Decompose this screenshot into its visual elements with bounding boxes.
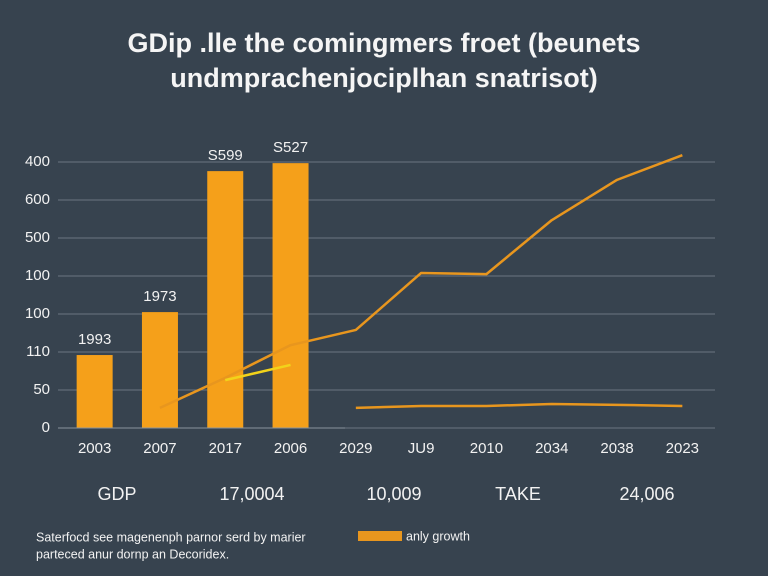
summary-text: GDP [97, 484, 136, 504]
bar [76, 355, 113, 428]
bar [141, 312, 178, 428]
summary-text: 17,0004 [219, 484, 284, 504]
x-tick-label: JU9 [408, 440, 435, 457]
y-tick-label: 110 [26, 343, 50, 360]
y-tick-label: 100 [25, 267, 50, 284]
x-tick-label: 2029 [339, 440, 372, 457]
legend-label: anly growth [406, 529, 470, 543]
x-tick-label: 2003 [78, 440, 111, 457]
x-tick-label: 2017 [209, 440, 242, 457]
y-tick-label: 50 [33, 381, 50, 398]
y-tick-label: 0 [42, 419, 50, 436]
summary-text: 10,009 [366, 484, 421, 504]
line [159, 153, 683, 409]
footnote: parteced anur dornp an Decoridex. [36, 547, 229, 561]
x-tick-label: 2010 [470, 440, 503, 457]
bar [272, 163, 309, 428]
footnote: Saterfocd see magenenph parnor serd by m… [36, 530, 306, 544]
bar-label: 1993 [78, 331, 111, 348]
bar [207, 171, 244, 428]
x-tick-label: 2006 [274, 440, 307, 457]
bar-label: 1973 [143, 288, 176, 305]
line [355, 402, 683, 410]
summary-text: TAKE [495, 484, 541, 504]
y-tick-label: 100 [25, 305, 50, 322]
x-tick-label: 2023 [666, 440, 699, 457]
y-tick-label: 600 [25, 191, 50, 208]
y-tick-label: 400 [25, 153, 50, 170]
bar-label: S527 [273, 139, 308, 156]
x-tick-label: 2034 [535, 440, 568, 457]
summary-text: 24,006 [619, 484, 674, 504]
y-tick-label: 500 [25, 229, 50, 246]
x-tick-label: 2007 [143, 440, 176, 457]
bar-label: S599 [208, 147, 243, 164]
chart-title: GDip .lle the comingmers froet (beunets [127, 28, 640, 58]
legend-swatch [358, 531, 402, 541]
x-tick-label: 2038 [600, 440, 633, 457]
chart-subtitle: undmprachenjociplhan snatrisot) [170, 63, 598, 93]
line [224, 363, 291, 382]
